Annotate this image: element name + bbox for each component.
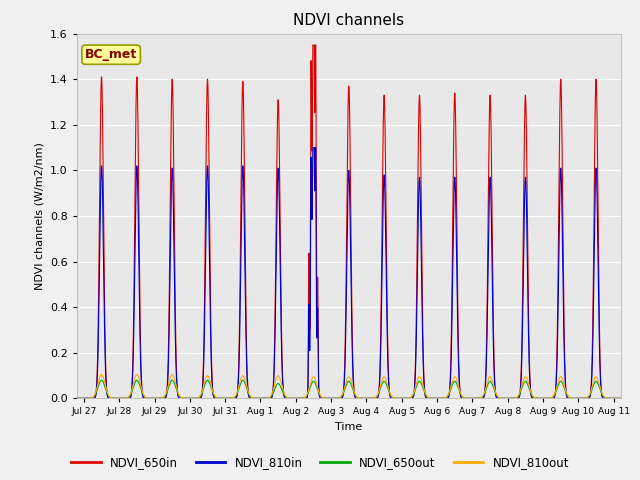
NDVI_650out — [460, 395, 468, 401]
NDVI_650in — [460, 396, 468, 401]
NDVI_810in — [309, 144, 317, 150]
NDVI_650in — [62, 396, 70, 401]
Line: NDVI_650in: NDVI_650in — [66, 45, 635, 398]
NDVI_810out — [62, 396, 70, 401]
NDVI_810in — [631, 396, 639, 401]
NDVI_810out — [442, 395, 449, 401]
Y-axis label: NDVI channels (W/m2/nm): NDVI channels (W/m2/nm) — [35, 142, 44, 290]
NDVI_810in — [159, 396, 166, 401]
NDVI_650in — [605, 396, 612, 401]
NDVI_810in — [619, 396, 627, 401]
NDVI_810out — [605, 396, 612, 401]
Line: NDVI_810out: NDVI_810out — [66, 374, 635, 398]
NDVI_810out — [98, 372, 106, 377]
NDVI_810out — [560, 381, 568, 387]
NDVI_650out — [560, 384, 568, 390]
NDVI_650out — [159, 395, 166, 401]
NDVI_650in — [309, 42, 317, 48]
Legend: NDVI_650in, NDVI_810in, NDVI_650out, NDVI_810out: NDVI_650in, NDVI_810in, NDVI_650out, NDV… — [67, 452, 573, 474]
NDVI_810in — [560, 336, 568, 341]
NDVI_650out — [442, 395, 449, 401]
NDVI_650in — [560, 312, 568, 318]
NDVI_650out — [62, 396, 70, 401]
NDVI_650out — [631, 396, 639, 401]
NDVI_650in — [631, 396, 639, 401]
Title: NDVI channels: NDVI channels — [293, 13, 404, 28]
NDVI_810out — [159, 395, 166, 401]
NDVI_810out — [619, 396, 627, 401]
NDVI_810out — [460, 395, 468, 400]
NDVI_810out — [631, 396, 639, 401]
Line: NDVI_650out: NDVI_650out — [66, 380, 635, 398]
NDVI_810in — [442, 396, 449, 401]
NDVI_650out — [605, 396, 612, 401]
NDVI_650in — [159, 396, 166, 401]
NDVI_810in — [460, 396, 468, 401]
NDVI_650in — [619, 396, 627, 401]
NDVI_650out — [98, 377, 106, 383]
NDVI_650out — [619, 396, 627, 401]
NDVI_650in — [442, 396, 449, 401]
Line: NDVI_810in: NDVI_810in — [66, 147, 635, 398]
Text: BC_met: BC_met — [85, 48, 137, 61]
NDVI_810in — [62, 396, 70, 401]
X-axis label: Time: Time — [335, 422, 362, 432]
NDVI_810in — [605, 396, 612, 401]
